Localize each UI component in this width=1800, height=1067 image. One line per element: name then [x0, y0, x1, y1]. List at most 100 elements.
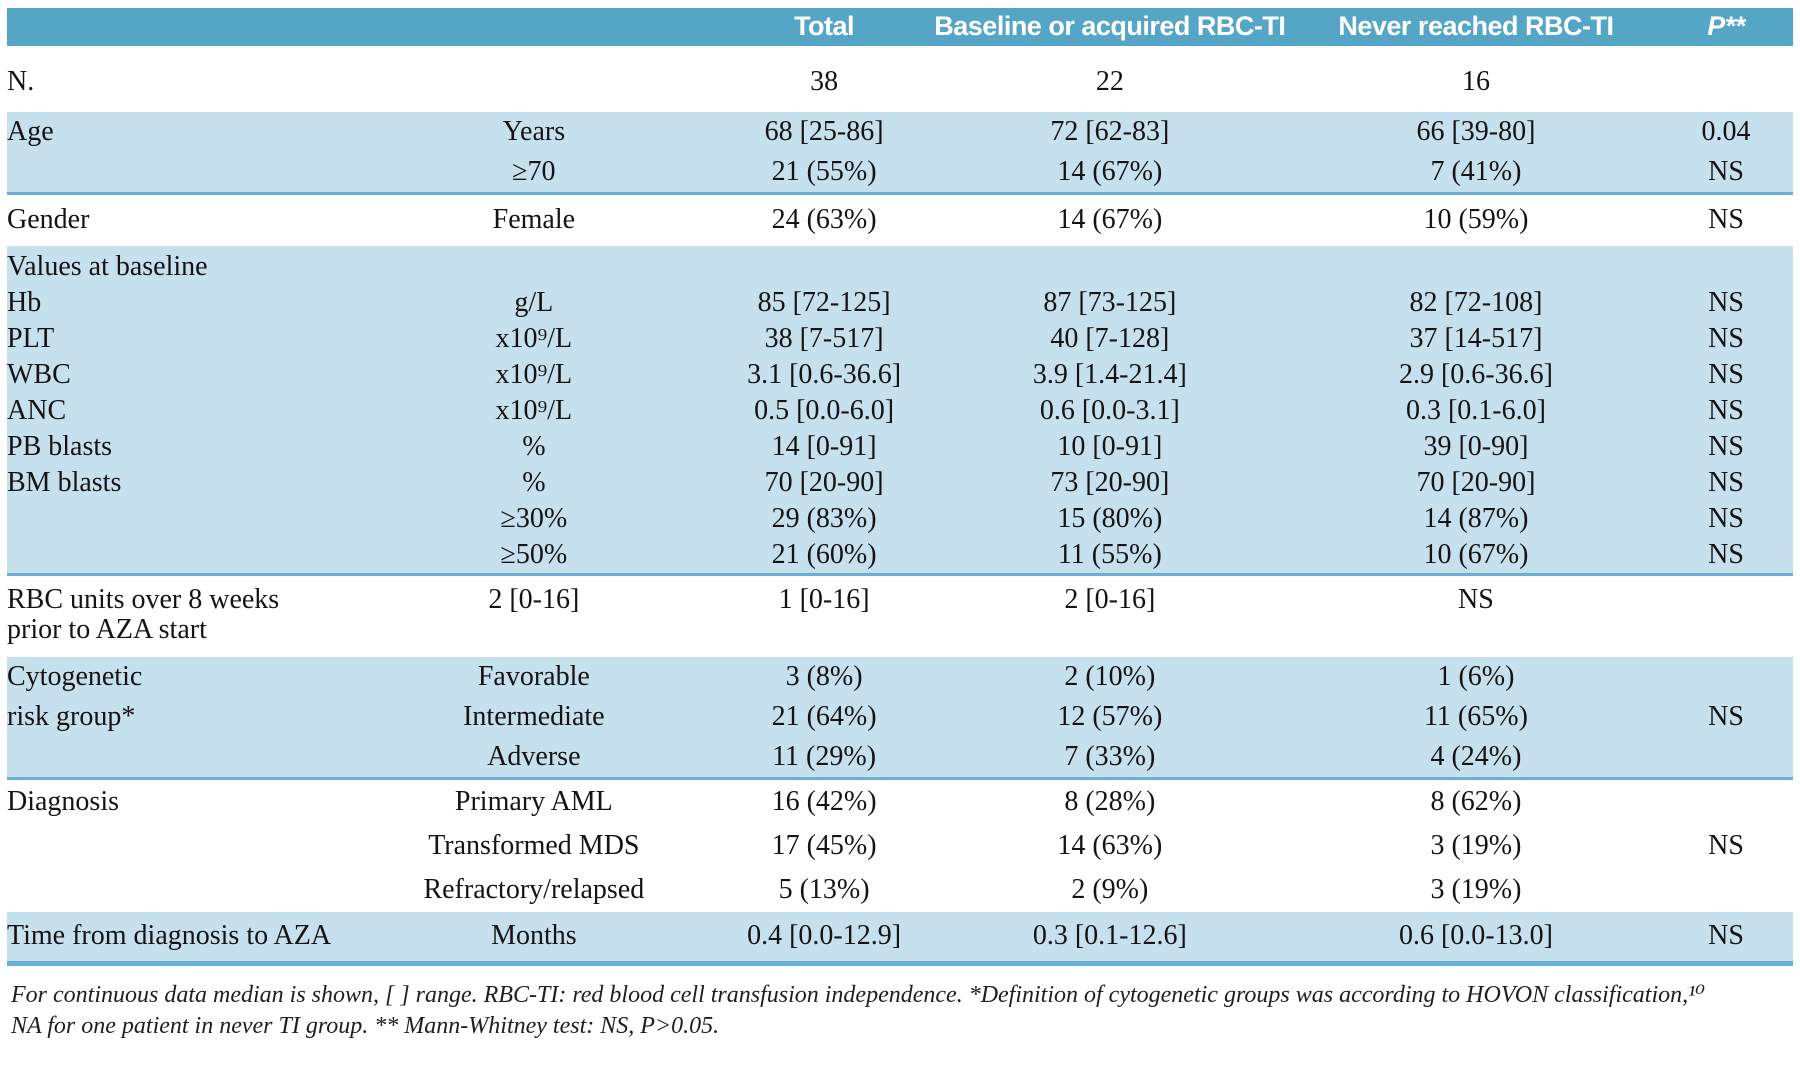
row-label-cell: Hb — [7, 286, 42, 318]
unit-cell: Primary AML — [454, 785, 613, 817]
p-cell: NS — [1708, 430, 1744, 462]
never-cell: 10 (59%) — [1423, 203, 1529, 235]
header-never-rbcti: Never reached RBC-TI — [1292, 8, 1659, 51]
total-cell: 3 (8%) — [785, 660, 863, 692]
p-cell: NS — [1708, 286, 1744, 318]
footnote-line-2: NA for one patient in never TI group. **… — [11, 1012, 720, 1039]
p-cell: NS — [1708, 538, 1744, 570]
total-cell: 0.4 [0.0-12.9] — [747, 919, 902, 951]
p-cell — [1659, 778, 1793, 824]
unit-cell: g/L — [514, 286, 554, 318]
header-baseline-rbcti: Baseline or acquired RBC-TI — [926, 8, 1293, 51]
baseline-cell: 87 [73-125] — [1043, 286, 1177, 318]
total-cell: 38 [7-517] — [764, 322, 884, 354]
table-footnote: For continuous data median is shown, [ ]… — [11, 980, 1789, 1042]
p-cell: NS — [1708, 466, 1744, 498]
unit-cell: Female — [492, 203, 576, 235]
row-label-cell — [7, 868, 346, 912]
table-row: PLT x10⁹/L 38 [7-517] 40 [7-128] 37 [14-… — [7, 321, 1793, 357]
unit-cell: x10⁹/L — [495, 322, 573, 354]
baseline-cell: 73 [20-90] — [1050, 466, 1170, 498]
row-label-cell: BM blasts — [7, 466, 122, 498]
unit-cell: x10⁹/L — [495, 394, 573, 426]
never-cell: 10 (67%) — [1423, 538, 1529, 570]
baseline-cell: 2 (10%) — [1064, 660, 1156, 692]
p-cell: NS — [1708, 919, 1744, 951]
section-diagnosis: Diagnosis Primary AML 16 (42%) 8 (28%) 8… — [7, 778, 1793, 912]
never-cell: 39 [0-90] — [1423, 430, 1529, 462]
section-n: N. 38 22 16 — [7, 48, 1793, 112]
p-cell: NS — [1708, 203, 1744, 235]
p-cell — [1659, 48, 1793, 112]
section-age: Age Years 68 [25-86] 72 [62-83] 66 [39-8… — [7, 111, 1793, 193]
baseline-cell: 14 (63%) — [1057, 829, 1163, 861]
never-cell: 8 (62%) — [1430, 785, 1522, 817]
total-cell: 5 (13%) — [778, 873, 870, 905]
total-cell: 38 — [810, 65, 839, 97]
baseline-cell: 10 [0-91] — [1057, 430, 1163, 462]
baseline-cell: 12 (57%) — [1057, 700, 1163, 732]
total-cell: 29 (83%) — [771, 502, 877, 534]
table-row: WBC x10⁹/L 3.1 [0.6-36.6] 3.9 [1.4-21.4]… — [7, 357, 1793, 393]
never-cell: 14 (87%) — [1423, 502, 1529, 534]
table-row: Hb g/L 85 [72-125] 87 [73-125] 82 [72-10… — [7, 285, 1793, 321]
p-cell — [1659, 657, 1793, 697]
header-row: Total Baseline or acquired RBC-TI Never … — [7, 8, 1793, 51]
baseline-cell: 14 (67%) — [1057, 203, 1163, 235]
row-label-cell: risk group* — [7, 700, 136, 732]
row-label-cell: RBC units over 8 weeks prior to AZA star… — [7, 583, 280, 645]
never-cell: 82 [72-108] — [1409, 286, 1543, 318]
baseline-cell: 7 (33%) — [1064, 740, 1156, 772]
unit-cell: Refractory/relapsed — [423, 873, 645, 905]
row-label-cell — [7, 737, 346, 779]
p-cell — [1659, 868, 1793, 912]
baseline-cell: 11 (55%) — [1057, 538, 1162, 570]
row-label-cell — [7, 824, 346, 868]
table-row: BM blasts % 70 [20-90] 73 [20-90] 70 [20… — [7, 465, 1793, 501]
baseline-cell: 8 (28%) — [1064, 785, 1156, 817]
never-cell: 7 (41%) — [1430, 155, 1522, 187]
table-header: Total Baseline or acquired RBC-TI Never … — [7, 8, 1793, 51]
unit-cell: Intermediate — [463, 700, 605, 732]
section-values-at-baseline: Values at baseline Hb g/L 85 [72-125] 87… — [7, 245, 1793, 575]
unit-cell: % — [522, 466, 546, 498]
total-cell: 85 [72-125] — [757, 286, 891, 318]
footnote-line-1: For continuous data median is shown, [ ]… — [11, 981, 1705, 1008]
section-rbc-units: RBC units over 8 weeks prior to AZA star… — [7, 574, 1793, 657]
never-cell: NS — [1458, 583, 1494, 615]
total-cell: 16 (42%) — [771, 785, 877, 817]
row-label-cell: Gender — [7, 203, 90, 235]
never-cell: 37 [14-517] — [1409, 322, 1543, 354]
never-cell: 4 (24%) — [1430, 740, 1522, 772]
baseline-cell: 2 (9%) — [1071, 873, 1149, 905]
unit-cell: % — [522, 430, 546, 462]
baseline-cell: 14 (67%) — [1057, 155, 1163, 187]
row-label-cell: Age — [7, 115, 54, 147]
table-row: Diagnosis Primary AML 16 (42%) 8 (28%) 8… — [7, 778, 1793, 824]
row-label-cell: PLT — [7, 322, 55, 354]
p-cell: NS — [1708, 394, 1744, 426]
total-cell: 21 (60%) — [771, 538, 877, 570]
total-cell: 17 (45%) — [771, 829, 877, 861]
total-cell: 3.1 [0.6-36.6] — [747, 358, 902, 390]
table-row: N. 38 22 16 — [7, 48, 1793, 112]
table-row: ≥50% 21 (60%) 11 (55%) 10 (67%) NS — [7, 537, 1793, 575]
row-label-cell: Time from diagnosis to AZA — [7, 919, 332, 951]
unit-cell: Months — [491, 919, 577, 951]
baseline-cell: 0.6 [0.0-3.1] — [1039, 394, 1180, 426]
baseline-cell: 72 [62-83] — [1050, 115, 1170, 147]
unit-cell: Years — [502, 115, 566, 147]
never-cell: 66 [39-80] — [1416, 115, 1536, 147]
unit-cell: ≥70 — [512, 155, 556, 187]
never-cell: 16 — [1461, 65, 1490, 97]
never-cell: 0.3 [0.1-6.0] — [1405, 394, 1546, 426]
total-cell: 21 (55%) — [771, 155, 877, 187]
p-cell — [1659, 574, 1793, 657]
total-cell: 68 [25-86] — [764, 115, 884, 147]
unit-cell: ≥50% — [500, 538, 568, 570]
baseline-cell: 15 (80%) — [1057, 502, 1163, 534]
table-row: Gender Female 24 (63%) 14 (67%) 10 (59%)… — [7, 193, 1793, 246]
section-title: Values at baseline — [7, 250, 208, 282]
baseline-cell: 40 [7-128] — [1050, 322, 1170, 354]
unit-cell — [346, 48, 721, 112]
